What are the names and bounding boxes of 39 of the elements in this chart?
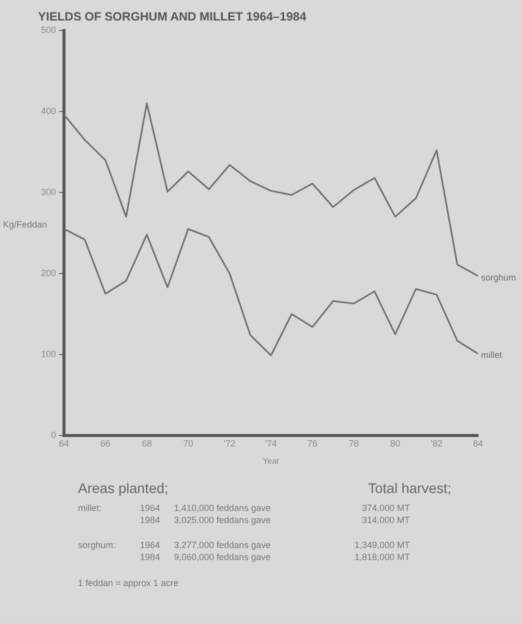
text: 3,277,000 feddans gave — [174, 540, 271, 550]
text: 1,410,000 feddans gave — [174, 503, 271, 513]
text: Areas planted; — [78, 480, 168, 496]
x-tick-label: '82 — [430, 438, 442, 448]
series-label: millet — [481, 350, 502, 360]
y-tick-label: 0 — [51, 430, 56, 440]
chart-title: YIELDS OF SORGHUM AND MILLET 1964–1984 — [38, 10, 307, 24]
y-axis-title: Kg/Feddan — [3, 219, 48, 230]
y-tick-label: 500 — [40, 24, 56, 35]
x-tick-label: 76 — [307, 438, 318, 448]
text: Total harvest; — [368, 480, 452, 496]
x-axis-title: Year — [262, 456, 280, 466]
text: 1984 — [140, 552, 160, 562]
text: 1,349,000 MT — [354, 540, 410, 550]
text: millet: — [78, 503, 102, 513]
text: 1,818,000 MT — [354, 552, 410, 562]
x-tick-label: 64 — [59, 438, 70, 448]
series-label: sorghum — [481, 272, 516, 282]
y-tick-label: 200 — [40, 268, 56, 278]
text: 9,060,000 feddans gave — [174, 552, 271, 562]
x-tick-label: 78 — [348, 438, 359, 448]
text: 1964 — [140, 540, 160, 550]
text: 1 feddan = approx 1 acre — [78, 578, 178, 588]
x-tick-label: 66 — [100, 438, 110, 448]
y-tick-label: 100 — [40, 349, 56, 360]
x-tick-label: '72 — [224, 438, 236, 448]
y-tick-label: 300 — [40, 186, 56, 197]
x-tick-label: 68 — [142, 438, 152, 448]
x-tick-label: 84 — [472, 438, 484, 448]
text: 314,000 MT — [362, 515, 410, 525]
text: 1984 — [140, 515, 160, 525]
text: 374,000 MT — [362, 503, 410, 513]
x-tick-label: '74 — [265, 438, 277, 448]
x-tick-label: 70 — [183, 438, 194, 448]
y-tick-label: 400 — [40, 106, 56, 116]
text: 1964 — [140, 503, 160, 513]
text: sorghum: — [78, 540, 116, 550]
text: 3,025,000 feddans gave — [174, 515, 271, 525]
x-tick-label: 80 — [390, 438, 400, 448]
